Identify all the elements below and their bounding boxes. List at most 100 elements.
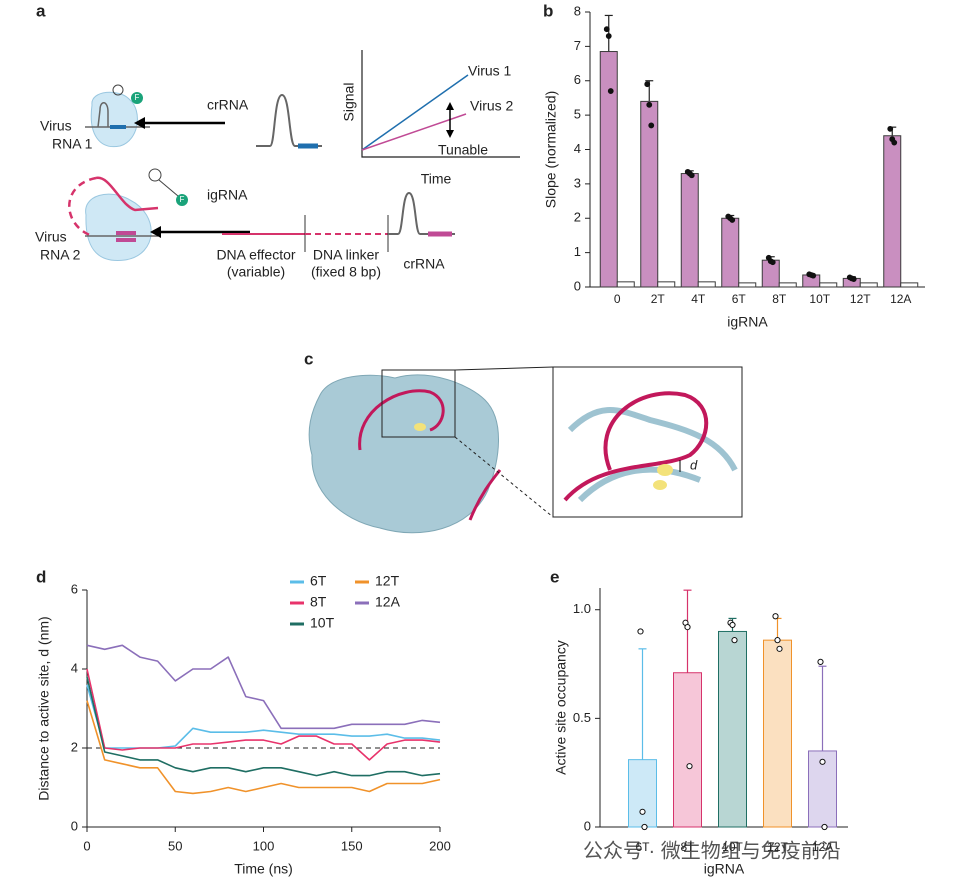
- line: [86, 684, 441, 749]
- bar: [763, 639, 792, 828]
- bar: [640, 100, 659, 288]
- y-tick-label: 0: [71, 818, 78, 833]
- legend-label: 6T: [310, 573, 327, 589]
- y-axis-label: Slope (normalized): [543, 91, 559, 209]
- data-point: [887, 125, 894, 132]
- data-point: [817, 658, 824, 665]
- label: RNA 2: [40, 247, 81, 263]
- distance-label: d: [690, 457, 698, 472]
- y-tick-label: 2: [71, 739, 78, 754]
- fluorophore: F: [180, 195, 185, 204]
- x-tick-label: 12A: [812, 840, 833, 854]
- bar: [721, 217, 740, 288]
- x-tick-label: 50: [168, 838, 182, 853]
- line: [86, 644, 441, 730]
- diagram-a: F Virus RNA 1 crRNA Signal Time Virus 1 …: [35, 50, 520, 280]
- y-tick-label: 1.0: [573, 601, 591, 616]
- bar: [616, 281, 635, 288]
- bar: [599, 51, 618, 288]
- data-point: [637, 628, 644, 635]
- data-point: [731, 637, 738, 644]
- y-tick-label: 5: [574, 107, 581, 122]
- y-axis-label: Active site occupancy: [553, 640, 569, 775]
- data-point: [776, 645, 783, 652]
- structure-image: d: [308, 366, 743, 534]
- label: (fixed 8 bp): [311, 264, 381, 280]
- line: [86, 676, 441, 777]
- data-point: [607, 88, 614, 94]
- data-point: [819, 758, 826, 765]
- data-point: [639, 808, 646, 815]
- y-axis-label: Distance to active site, d (nm): [36, 616, 52, 800]
- data-point: [821, 823, 828, 831]
- fluorophore: F: [135, 93, 140, 102]
- label: (variable): [227, 264, 285, 280]
- data-point: [729, 217, 736, 223]
- panel-label: d: [36, 567, 46, 586]
- bar: [718, 630, 747, 828]
- x-tick-label: 6T: [732, 292, 747, 306]
- data-point: [641, 823, 648, 831]
- data-point: [891, 139, 898, 146]
- panel-label: b: [543, 1, 553, 20]
- label: Virus: [40, 118, 72, 134]
- y-tick-label: 7: [574, 38, 581, 53]
- y-tick-label: 3: [574, 175, 581, 190]
- label: Tunable: [438, 142, 488, 158]
- panel-label: a: [36, 1, 46, 20]
- data-point: [810, 272, 817, 279]
- y-tick-label: 2: [574, 210, 581, 225]
- data-point: [686, 763, 693, 770]
- line: [86, 700, 441, 795]
- y-tick-label: 0.5: [573, 710, 591, 725]
- y-tick-label: 6: [574, 72, 581, 87]
- y-tick-label: 1: [574, 244, 581, 259]
- x-tick-label: 10T: [809, 292, 830, 306]
- bar: [819, 282, 838, 288]
- legend-label: 10T: [310, 615, 335, 631]
- y-tick-label: 6: [71, 581, 78, 596]
- x-axis-label: igRNA: [704, 861, 745, 877]
- bar: [628, 759, 657, 828]
- data-point: [646, 101, 653, 108]
- data-point: [688, 172, 695, 179]
- x-tick-label: 12T: [767, 840, 788, 854]
- bar: [657, 281, 676, 288]
- panel-label: c: [304, 349, 313, 368]
- data-point: [729, 621, 736, 629]
- data-point: [769, 259, 776, 266]
- label: DNA linker: [313, 247, 379, 263]
- y-tick-label: 8: [574, 3, 581, 18]
- data-point: [772, 613, 779, 620]
- y-tick-label: 0: [574, 278, 581, 293]
- data-point: [684, 624, 691, 631]
- y-tick-label: 4: [71, 660, 78, 675]
- label: Virus: [35, 229, 67, 245]
- label: Virus 2: [470, 98, 514, 114]
- x-tick-label: 0: [614, 292, 621, 306]
- x-axis-label: igRNA: [727, 314, 768, 330]
- bar: [673, 672, 702, 828]
- label: igRNA: [207, 187, 248, 203]
- label: crRNA: [207, 97, 249, 113]
- line: [86, 668, 441, 761]
- label: DNA effector: [216, 247, 295, 263]
- bar: [900, 282, 919, 288]
- label: crRNA: [403, 256, 445, 272]
- x-tick-label: 150: [341, 838, 363, 853]
- bar: [738, 282, 757, 288]
- x-tick-label: 8T: [772, 292, 787, 306]
- legend-label: 8T: [310, 594, 327, 610]
- panel-label: e: [550, 567, 559, 586]
- y-tick-label: 4: [574, 141, 581, 156]
- x-tick-label: 12T: [850, 292, 871, 306]
- data-point: [648, 122, 655, 129]
- data-point: [850, 276, 857, 282]
- x-tick-label: 2T: [651, 292, 666, 306]
- x-tick-label: 4T: [691, 292, 706, 306]
- x-tick-label: 200: [429, 838, 451, 853]
- x-tick-label: 6T: [635, 840, 650, 854]
- data-point: [644, 81, 651, 88]
